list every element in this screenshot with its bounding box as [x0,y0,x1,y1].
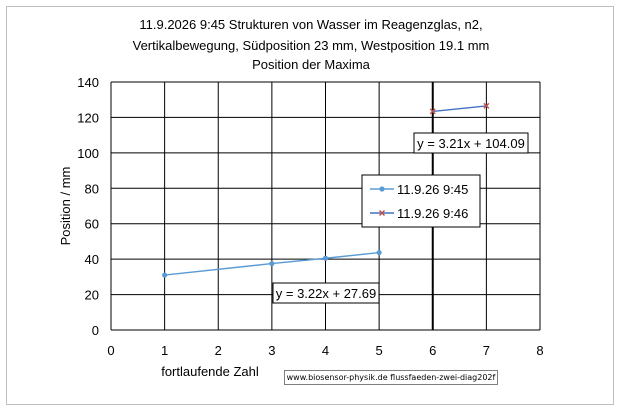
series-line-2 [432,105,487,113]
chart-title-line-3: Position der Maxima [252,57,370,72]
trendline-equation-label: y = 3.22x + 27.69 [276,286,376,301]
y-tick-label: 100 [77,146,99,161]
legend-swatch-marker [379,186,385,192]
x-tick-label: 8 [536,343,543,358]
legend-swatch-marker [379,210,385,216]
watermark-label: www.biosensor-physik.de flussfaeden-zwei… [284,370,498,385]
y-axis-label: Position / mm [58,167,73,246]
y-tick-label: 120 [77,110,99,125]
legend-entry-label: 11.9.26 9:45 [397,182,468,197]
data-point-series-1 [322,255,329,261]
x-tick-label: 1 [161,343,168,358]
x-tick-label: 0 [107,343,114,358]
y-tick-label: 0 [92,323,99,338]
x-tick-label: 6 [429,343,436,358]
x-axis-label: fortlaufende Zahl [161,364,259,379]
trendline-equation-label: y = 3.21x + 104.09 [417,136,525,151]
trendline-label-box [413,132,529,154]
legend-box [361,174,481,228]
series-line-1 [164,251,380,276]
data-point-series-1 [162,272,168,278]
x-tick-label: 4 [322,343,329,358]
legend-entry-label: 11.9.26 9:46 [397,206,468,221]
x-tick-label: 5 [376,343,383,358]
x-tick-label: 7 [483,343,490,358]
x-tick-label: 2 [215,343,222,358]
trendline-label-box [272,282,380,304]
chart-title-line-1: 11.9.2026 9:45 Strukturen von Wasser im … [139,17,483,32]
y-tick-label: 80 [85,181,99,196]
data-point-series-2 [429,108,436,115]
data-point-series-1 [376,249,382,256]
y-tick-label: 20 [85,288,99,303]
data-point-series-2 [483,102,490,109]
chart-title-line-2: Vertikalbewegung, Südposition 23 mm, Wes… [132,38,490,53]
data-point-series-1 [269,260,275,267]
y-tick-label: 60 [85,217,99,232]
y-tick-label: 40 [85,252,99,267]
x-tick-label: 3 [268,343,275,358]
y-tick-label: 140 [77,75,99,90]
